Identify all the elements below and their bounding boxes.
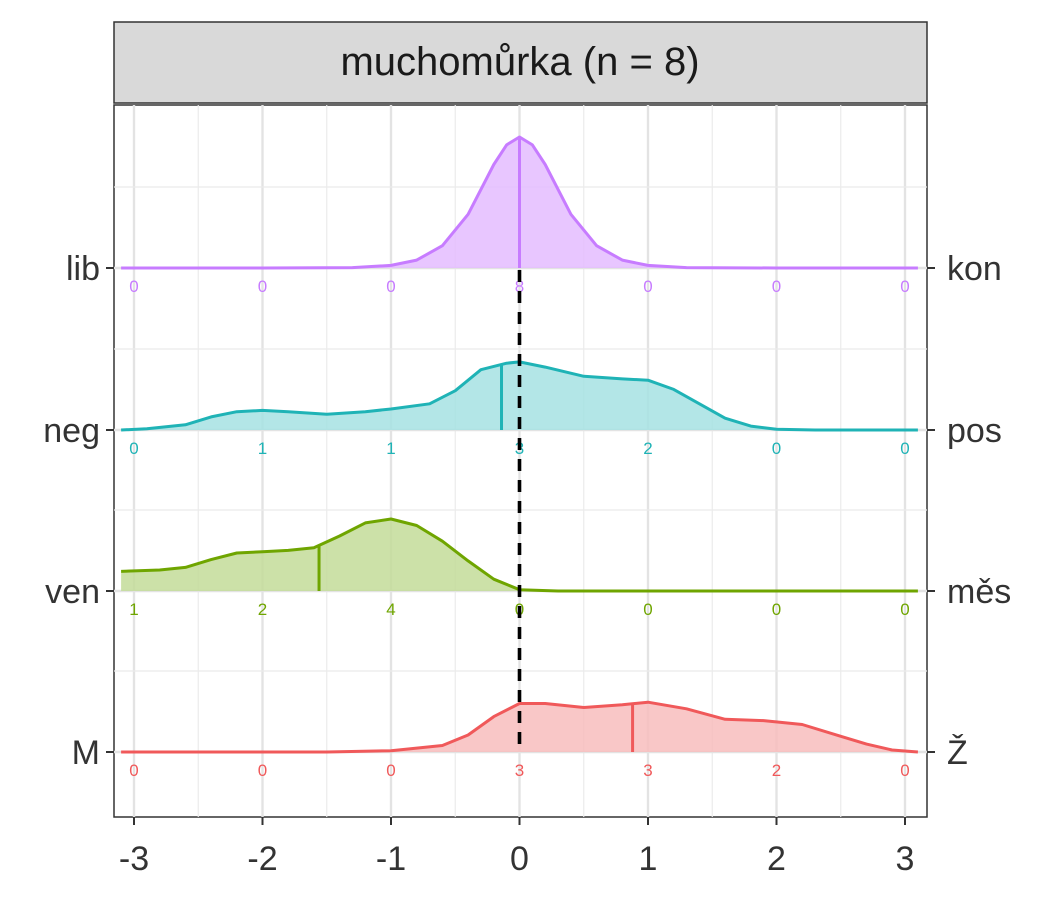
y-label-left: M <box>72 734 100 772</box>
count-label: 1 <box>129 600 138 619</box>
count-label: 0 <box>129 277 138 296</box>
count-label: 0 <box>258 761 267 780</box>
count-label: 0 <box>258 277 267 296</box>
x-tick-label: -1 <box>376 840 406 878</box>
count-label: 0 <box>129 439 138 458</box>
count-label: 2 <box>643 439 652 458</box>
count-label: 0 <box>386 761 395 780</box>
y-label-right: měs <box>947 573 1011 611</box>
count-label: 2 <box>258 600 267 619</box>
x-tick-label: 0 <box>510 840 529 878</box>
count-label: 4 <box>386 600 395 619</box>
y-label-right: pos <box>947 412 1002 450</box>
count-label: 0 <box>900 761 909 780</box>
count-label: 0 <box>772 600 781 619</box>
count-label: 0 <box>386 277 395 296</box>
count-label: 0 <box>643 600 652 619</box>
y-label-right: Ž <box>947 734 968 772</box>
facet-strip <box>113 21 928 104</box>
ridge-area-M <box>121 702 918 752</box>
axes: lib kon neg pos ven měs M Ž -3 -2 -1 0 1 2 3 <box>43 250 1011 878</box>
x-tick-label: 2 <box>767 840 786 878</box>
facet-title: muchomůrka (n = 8) <box>340 40 699 84</box>
count-label: 1 <box>258 439 267 458</box>
count-label: 0 <box>643 277 652 296</box>
x-tick-label: -3 <box>119 840 149 878</box>
ridge-area-neg <box>121 361 918 430</box>
count-label: 0 <box>772 439 781 458</box>
y-label-left: lib <box>66 250 100 288</box>
count-label: 3 <box>515 761 524 780</box>
x-tick-label: 1 <box>639 840 658 878</box>
y-label-left: ven <box>45 573 100 611</box>
count-label: 1 <box>386 439 395 458</box>
count-label: 0 <box>772 277 781 296</box>
x-tick-label: 3 <box>896 840 915 878</box>
count-label: 0 <box>900 600 909 619</box>
ridge-line-ven <box>121 517 918 593</box>
count-label: 2 <box>772 761 781 780</box>
count-label: 0 <box>900 277 909 296</box>
x-tick-label: -2 <box>247 840 277 878</box>
count-label: 3 <box>643 761 652 780</box>
count-label: 0 <box>900 439 909 458</box>
y-label-left: neg <box>43 412 100 450</box>
y-label-right: kon <box>947 250 1002 288</box>
count-label: 0 <box>129 761 138 780</box>
ridge-line-neg <box>121 360 918 432</box>
ridge-line-M <box>121 700 919 754</box>
count-label: 8 <box>515 277 524 296</box>
ridges: 0008000011320012400000003320 <box>121 135 919 780</box>
